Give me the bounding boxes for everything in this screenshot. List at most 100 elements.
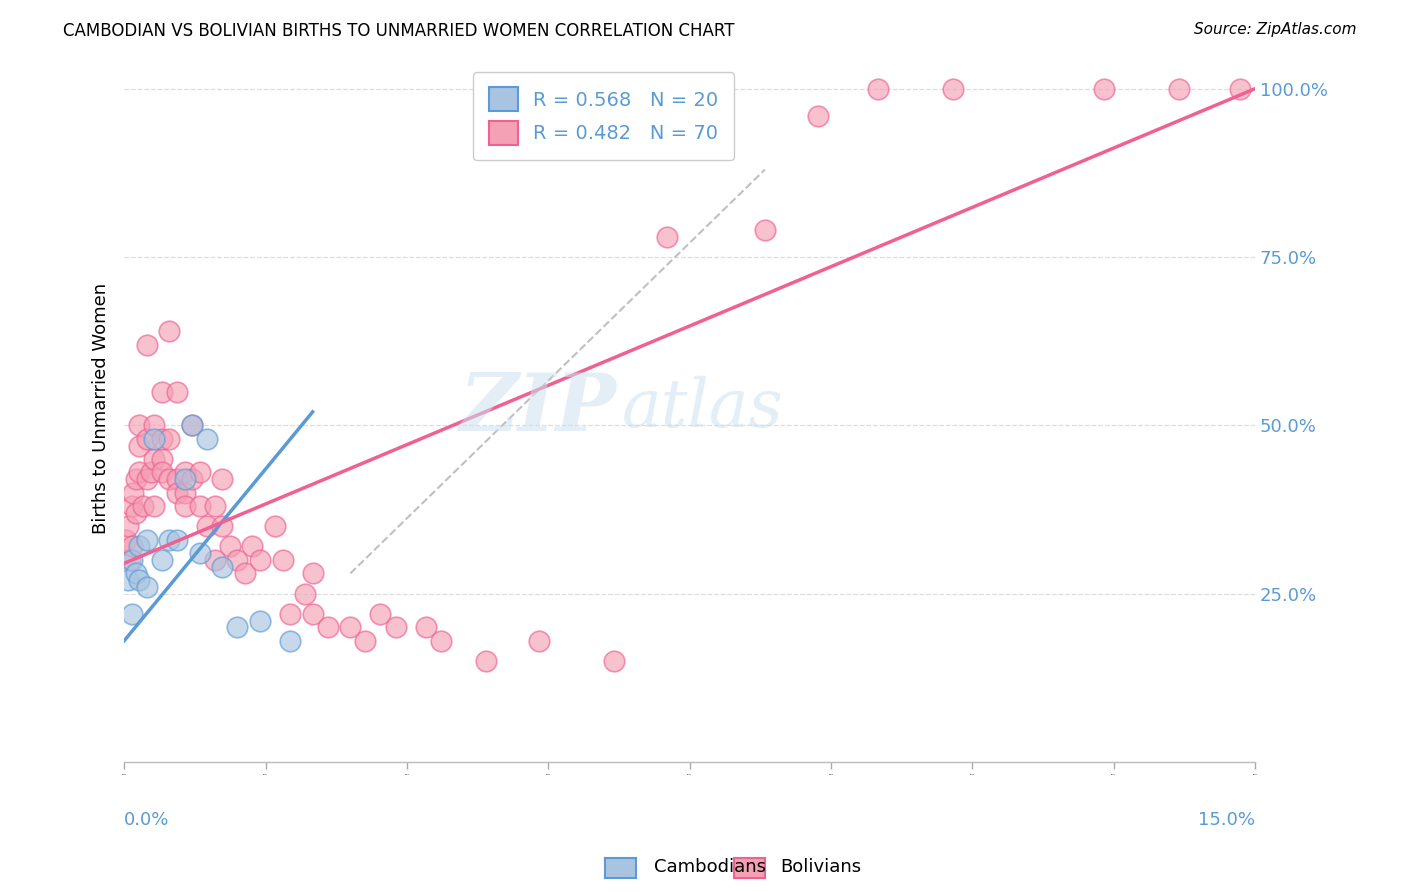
Point (120, 553, 142, 567)
Legend: R = 0.568   N = 20, R = 0.482   N = 70: R = 0.568 N = 20, R = 0.482 N = 70 (474, 72, 734, 161)
Point (150, 432, 173, 446)
Point (603, 654, 626, 668)
Point (150, 466, 173, 480)
Text: Source: ZipAtlas.com: Source: ZipAtlas.com (1194, 22, 1357, 37)
Point (527, 633, 550, 648)
Text: Cambodians: Cambodians (654, 858, 766, 876)
Point (159, 432, 181, 446)
Point (754, 223, 776, 237)
Point (475, 654, 498, 668)
Point (173, 466, 195, 480)
Point (181, 418, 204, 433)
Point (301, 566, 323, 581)
Point (124, 566, 146, 581)
Point (271, 553, 294, 567)
Point (1168, 82, 1191, 96)
Point (188, 466, 211, 480)
Point (143, 452, 166, 467)
Point (204, 553, 226, 567)
Point (166, 472, 188, 486)
Point (218, 540, 240, 554)
Point (122, 485, 145, 500)
Point (135, 432, 157, 446)
Point (159, 533, 181, 547)
Point (166, 533, 188, 547)
Point (135, 580, 157, 594)
Point (188, 546, 211, 560)
Point (807, 109, 830, 123)
Point (195, 432, 218, 446)
Point (173, 472, 195, 486)
Point (278, 607, 301, 621)
Point (1229, 82, 1251, 96)
Point (124, 506, 146, 520)
Point (226, 620, 249, 634)
Point (124, 472, 146, 486)
Point (128, 573, 150, 587)
Point (173, 499, 195, 513)
Point (173, 485, 195, 500)
Text: Bolivians: Bolivians (780, 858, 862, 876)
Point (150, 384, 173, 399)
Point (195, 519, 218, 533)
Point (166, 384, 188, 399)
Point (132, 499, 155, 513)
Point (354, 633, 377, 648)
Point (159, 472, 181, 486)
Point (278, 633, 301, 648)
Point (370, 607, 392, 621)
Point (150, 452, 173, 467)
Point (135, 337, 157, 351)
Point (240, 540, 263, 554)
Point (115, 533, 138, 547)
Point (415, 620, 437, 634)
Point (249, 614, 271, 628)
Point (226, 553, 249, 567)
Point (316, 620, 339, 634)
Point (181, 472, 204, 486)
Point (121, 607, 143, 621)
Point (135, 472, 157, 486)
Point (384, 620, 406, 634)
Point (159, 324, 181, 338)
Point (655, 230, 678, 244)
Point (188, 499, 211, 513)
Point (233, 566, 256, 581)
Point (150, 553, 173, 567)
Point (117, 519, 139, 533)
Point (211, 472, 233, 486)
Y-axis label: Births to Unmarried Women: Births to Unmarried Women (93, 283, 110, 534)
Text: 15.0%: 15.0% (1198, 812, 1256, 830)
Point (135, 533, 157, 547)
Point (128, 418, 150, 433)
Point (128, 540, 150, 554)
Text: 0.0%: 0.0% (124, 812, 170, 830)
Point (204, 499, 226, 513)
Text: CAMBODIAN VS BOLIVIAN BIRTHS TO UNMARRIED WOMEN CORRELATION CHART: CAMBODIAN VS BOLIVIAN BIRTHS TO UNMARRIE… (63, 22, 735, 40)
Point (211, 559, 233, 574)
Point (294, 586, 316, 600)
Point (143, 418, 166, 433)
Point (339, 620, 361, 634)
Point (143, 432, 166, 446)
Point (143, 499, 166, 513)
Point (430, 633, 453, 648)
Text: atlas: atlas (621, 376, 783, 442)
Point (1092, 82, 1115, 96)
Point (301, 607, 323, 621)
Point (121, 540, 143, 554)
Point (121, 499, 143, 513)
Text: ZIP: ZIP (460, 370, 616, 447)
Point (866, 82, 889, 96)
Point (121, 553, 143, 567)
Point (249, 553, 271, 567)
Point (117, 573, 139, 587)
Point (128, 438, 150, 452)
Point (181, 418, 204, 433)
Point (128, 466, 150, 480)
Point (166, 485, 188, 500)
Point (942, 82, 965, 96)
Point (139, 466, 162, 480)
Point (211, 519, 233, 533)
Point (264, 519, 287, 533)
